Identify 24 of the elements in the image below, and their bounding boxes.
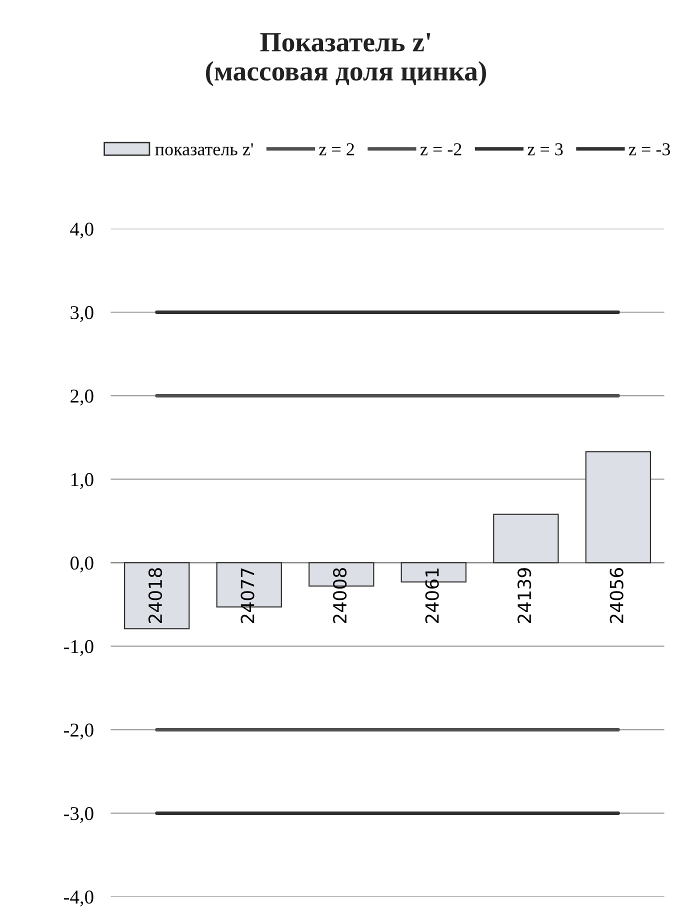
bar [124, 562, 190, 630]
x-tick-label: 24139 [518, 568, 532, 624]
x-tick-label: 24077 [240, 568, 254, 624]
y-tick-label: 0,0 [70, 556, 94, 572]
y-tick-label: -3,0 [64, 807, 94, 823]
y-tick-label: 4,0 [70, 222, 94, 238]
y-tick-label: 3,0 [70, 306, 94, 322]
y-tick-label: 1,0 [71, 473, 94, 489]
y-tick-label: -4,0 [64, 890, 94, 906]
chart-title: Показатель z' (массовая доля цинка) [206, 33, 486, 86]
legend-label: показатель z' [155, 143, 253, 156]
legend-label: z = 3 [528, 143, 563, 156]
legend-label: z = -2 [420, 143, 462, 156]
legend-label: z = -3 [628, 143, 670, 156]
x-tick-label: 24061 [425, 568, 439, 624]
legend-label: z = 2 [319, 143, 354, 156]
y-tick-label: -1,0 [64, 640, 94, 656]
y-tick-label: 2,0 [70, 390, 94, 406]
x-tick-label: 24018 [148, 568, 162, 624]
bar [493, 514, 559, 564]
x-tick-label: 24056 [610, 568, 624, 624]
y-tick-label: -2,0 [64, 724, 94, 740]
bar [585, 451, 652, 564]
x-tick-label: 24008 [332, 568, 347, 624]
